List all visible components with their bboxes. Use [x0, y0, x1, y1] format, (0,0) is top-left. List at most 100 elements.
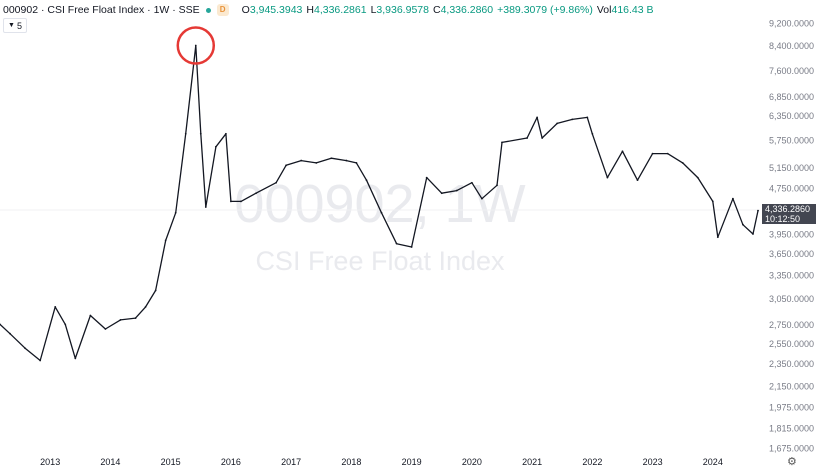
y-tick-label-16: 2,150.0000 [769, 381, 814, 391]
volume-label: Vol [596, 4, 612, 16]
price-point-19 [214, 145, 217, 148]
price-point-46 [571, 118, 574, 121]
price-point-18 [204, 206, 207, 208]
x-tick-label-2019: 2019 [402, 457, 422, 467]
x-tick-label-2013: 2013 [40, 457, 60, 467]
price-series-line [0, 44, 759, 362]
price-point-10 [134, 317, 137, 320]
price-series [0, 44, 759, 362]
price-point-40 [496, 184, 498, 187]
price-point-45 [556, 122, 559, 125]
price-point-44 [541, 137, 544, 139]
price-point-58 [732, 197, 734, 200]
price-point-39 [481, 197, 483, 200]
data-source-badge[interactable]: D [216, 4, 229, 16]
price-point-28 [330, 157, 333, 160]
price-point-24 [275, 181, 277, 184]
price-point-7 [89, 314, 92, 317]
symbol-title[interactable]: 000902 · CSI Free Float Index · 1W · SSE [3, 4, 200, 16]
price-point-30 [355, 162, 358, 164]
price-point-51 [636, 179, 639, 182]
high-label: H [306, 4, 314, 16]
price-point-43 [536, 116, 539, 119]
open-label: O [241, 4, 250, 16]
x-tick-label-2014: 2014 [100, 457, 120, 467]
price-point-16 [194, 44, 197, 47]
y-tick-label-8: 4,750.0000 [769, 183, 814, 193]
price-point-42 [526, 137, 528, 139]
y-tick-label-4: 6,850.0000 [769, 92, 814, 102]
price-point-53 [666, 152, 669, 155]
y-tick-label-9: 3,950.0000 [769, 229, 814, 239]
price-point-12 [154, 289, 157, 292]
price-point-47 [586, 116, 589, 119]
y-tick-label-5: 6,350.0000 [769, 111, 814, 121]
price-point-32 [380, 211, 383, 214]
price-point-48 [591, 132, 594, 135]
open-value: 3,945.3943 [249, 4, 303, 16]
price-point-8 [104, 328, 107, 330]
price-point-60 [752, 233, 754, 235]
indicator-count: 5 [16, 20, 22, 31]
bar-countdown: 10:12:50 [765, 214, 801, 224]
x-tick-label-2024: 2024 [703, 457, 723, 467]
y-tick-label-11: 3,350.0000 [769, 271, 814, 281]
price-point-6 [74, 357, 77, 360]
x-tick-label-2018: 2018 [341, 457, 361, 467]
price-point-35 [425, 176, 428, 179]
price-point-37 [455, 189, 458, 192]
chevron-down-icon: ▼ [8, 22, 15, 29]
time-axis[interactable]: 2013 2014 2015 2016 2017 2018 2019 2020 2021 2022… [40, 457, 723, 467]
price-point-2 [24, 347, 26, 350]
watermark-name: CSI Free Float Index [255, 246, 505, 276]
y-tick-label-14: 2,550.0000 [769, 339, 814, 349]
x-tick-label-2015: 2015 [161, 457, 181, 467]
y-tick-label-17: 1,975.0000 [769, 403, 814, 413]
price-point-21 [230, 200, 232, 203]
price-point-11 [144, 305, 147, 308]
y-tick-label-12: 3,050.0000 [769, 294, 814, 304]
low-value: 3,936.9578 [376, 4, 429, 16]
price-point-26 [300, 159, 303, 162]
indicators-toggle[interactable]: ▼ 5 [3, 18, 27, 33]
price-point-55 [696, 176, 699, 179]
y-tick-label-10: 3,650.0000 [769, 249, 814, 259]
x-tick-label-2016: 2016 [221, 457, 241, 467]
y-tick-label-7: 5,150.0000 [769, 163, 814, 173]
y-tick-label-13: 2,750.0000 [769, 320, 814, 330]
price-point-57 [716, 236, 719, 239]
watermark-ticker: 000902, 1W [234, 174, 525, 234]
price-point-0 [0, 323, 1, 326]
price-point-33 [395, 242, 398, 245]
price-point-17 [199, 132, 202, 135]
y-tick-label-18: 1,815.0000 [769, 424, 814, 434]
high-value: 4,336.2861 [314, 4, 367, 16]
price-point-5 [64, 323, 67, 326]
x-tick-label-2020: 2020 [462, 457, 482, 467]
y-tick-label-19: 1,675.0000 [769, 444, 814, 454]
x-tick-label-2021: 2021 [522, 457, 542, 467]
price-point-50 [621, 150, 624, 153]
volume-value: 416.43 B [611, 4, 654, 16]
peak-highlight-circle [176, 26, 216, 65]
price-point-52 [651, 152, 654, 155]
y-tick-label-1: 9,200.0000 [769, 18, 814, 28]
gear-icon[interactable]: ⚙ [787, 456, 797, 468]
market-status-dot-icon [205, 7, 211, 13]
price-point-4 [54, 305, 57, 308]
price-point-13 [164, 239, 167, 242]
price-point-29 [345, 159, 348, 162]
price-point-25 [285, 164, 288, 167]
y-tick-label-15: 2,350.0000 [769, 359, 814, 369]
y-tick-label-2: 8,400.0000 [769, 41, 814, 51]
price-point-36 [440, 192, 443, 195]
y-tick-label-6: 5,750.0000 [769, 136, 814, 146]
price-point-20 [224, 132, 227, 135]
price-point-22 [240, 200, 242, 203]
x-tick-label-2017: 2017 [281, 457, 301, 467]
change-value: +389.3079 (+9.86%) [497, 4, 593, 16]
price-point-61 [757, 209, 759, 212]
price-axis[interactable]: 9,200.0000 8,400.0000 7,600.0000 6,850.0000… [769, 18, 814, 453]
